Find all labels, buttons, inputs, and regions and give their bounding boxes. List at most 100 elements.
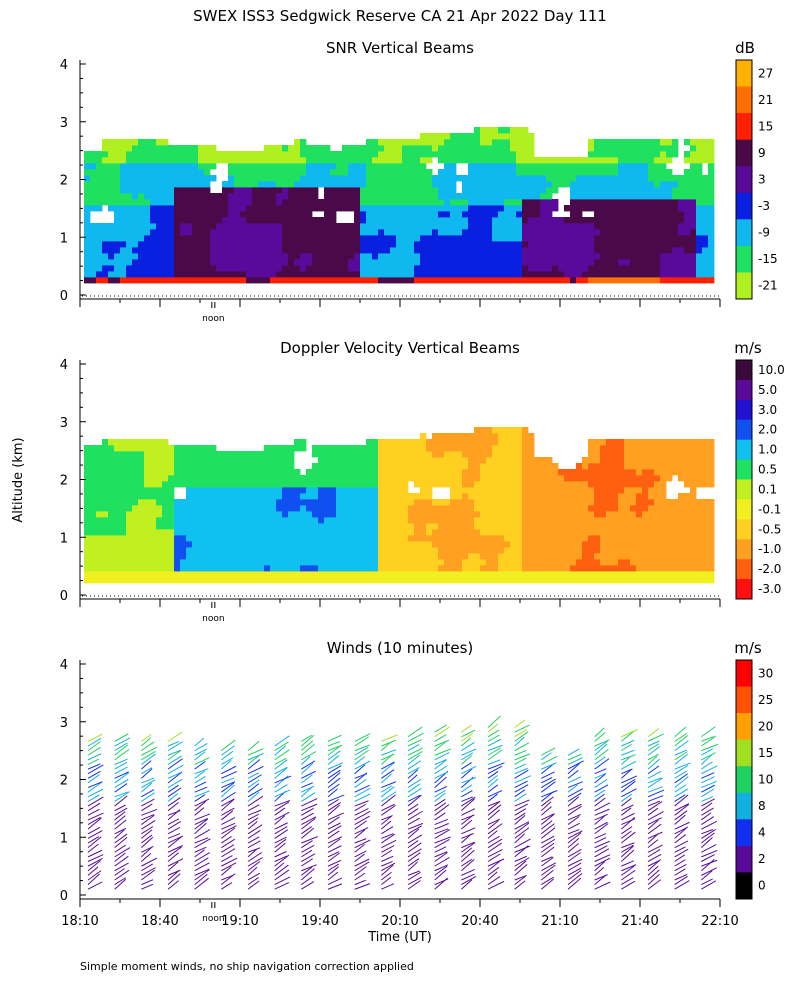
heatmap-cell — [282, 445, 289, 452]
heatmap-cell — [450, 175, 457, 182]
heatmap-cell — [228, 571, 235, 578]
heatmap-cell — [222, 493, 229, 500]
heatmap-cell — [642, 523, 649, 530]
heatmap-cell — [192, 517, 199, 524]
heatmap-cell — [336, 481, 343, 488]
heatmap-cell — [114, 511, 121, 518]
heatmap-cell — [534, 253, 541, 260]
heatmap-cell — [702, 517, 709, 524]
heatmap-cell — [132, 547, 139, 554]
heatmap-cell — [630, 493, 637, 500]
heatmap-cell — [126, 187, 133, 194]
heatmap-cell — [174, 511, 181, 518]
heatmap-cell — [654, 193, 661, 200]
heatmap-cell — [462, 223, 469, 230]
heatmap-cell — [396, 145, 403, 152]
heatmap-cell — [396, 163, 403, 170]
heatmap-cell — [132, 145, 139, 152]
heatmap-cell — [324, 145, 331, 152]
heatmap-cell — [222, 577, 229, 584]
heatmap-cell — [342, 199, 349, 206]
heatmap-cell — [306, 187, 313, 194]
heatmap-cell — [636, 277, 643, 284]
heatmap-cell — [360, 277, 367, 284]
heatmap-cell — [528, 451, 535, 458]
heatmap-cell — [390, 511, 397, 518]
heatmap-cell — [420, 175, 427, 182]
heatmap-cell — [156, 229, 163, 236]
heatmap-cell — [612, 499, 619, 506]
heatmap-cell — [246, 277, 253, 284]
heatmap-cell — [558, 475, 565, 482]
heatmap-cell — [390, 199, 397, 206]
heatmap-cell — [234, 481, 241, 488]
heatmap-cell — [228, 199, 235, 206]
heatmap-cell — [354, 217, 361, 224]
heatmap-cell — [288, 223, 295, 230]
heatmap-cell — [114, 493, 121, 500]
heatmap-cell — [336, 517, 343, 524]
heatmap-cell — [378, 493, 385, 500]
heatmap-cell — [198, 205, 205, 212]
heatmap-cell — [408, 145, 415, 152]
noon-label: noon — [202, 614, 224, 624]
heatmap-cell — [594, 559, 601, 566]
heatmap-cell — [420, 541, 427, 548]
heatmap-cell — [108, 139, 115, 146]
heatmap-cell — [606, 253, 613, 260]
heatmap-cell — [534, 463, 541, 470]
heatmap-cell — [126, 535, 133, 542]
heatmap-cell — [606, 511, 613, 518]
heatmap-cell — [570, 277, 577, 284]
heatmap-cell — [546, 559, 553, 566]
heatmap-cell — [552, 235, 559, 242]
heatmap-cell — [666, 523, 673, 530]
heatmap-cell — [618, 247, 625, 254]
heatmap-cell — [390, 469, 397, 476]
heatmap-cell — [324, 529, 331, 536]
heatmap-cell — [462, 517, 469, 524]
heatmap-cell — [150, 577, 157, 584]
heatmap-cell — [186, 193, 193, 200]
heatmap-cell — [432, 499, 439, 506]
heatmap-cell — [468, 445, 475, 452]
heatmap-cell — [240, 259, 247, 266]
heatmap-cell — [444, 433, 451, 440]
heatmap-cell — [210, 157, 217, 164]
heatmap-cell — [552, 517, 559, 524]
heatmap-cell — [708, 199, 715, 206]
heatmap-cell — [252, 277, 259, 284]
heatmap-cell — [402, 169, 409, 176]
heatmap-cell — [654, 151, 661, 158]
heatmap-cell — [222, 535, 229, 542]
heatmap-cell — [540, 481, 547, 488]
heatmap-cell — [396, 541, 403, 548]
heatmap-cell — [252, 169, 259, 176]
heatmap-cell — [360, 469, 367, 476]
heatmap-cell — [456, 475, 463, 482]
heatmap-cell — [228, 475, 235, 482]
heatmap-cell — [288, 271, 295, 278]
heatmap-cell — [600, 499, 607, 506]
heatmap-cell — [354, 163, 361, 170]
heatmap-cell — [582, 577, 589, 584]
heatmap-cell — [270, 541, 277, 548]
heatmap-cell — [342, 487, 349, 494]
heatmap-cell — [246, 463, 253, 470]
heatmap-cell — [522, 181, 529, 188]
heatmap-cell — [264, 187, 271, 194]
heatmap-cell — [348, 517, 355, 524]
heatmap-cell — [90, 199, 97, 206]
heatmap-cell — [276, 175, 283, 182]
heatmap-cell — [378, 199, 385, 206]
heatmap-cell — [216, 223, 223, 230]
heatmap-cell — [378, 553, 385, 560]
heatmap-cell — [666, 553, 673, 560]
heatmap-cell — [408, 187, 415, 194]
heatmap-cell — [432, 511, 439, 518]
heatmap-cell — [150, 229, 157, 236]
heatmap-cell — [510, 427, 517, 434]
heatmap-cell — [210, 193, 217, 200]
heatmap-cell — [516, 175, 523, 182]
heatmap-cell — [312, 259, 319, 266]
